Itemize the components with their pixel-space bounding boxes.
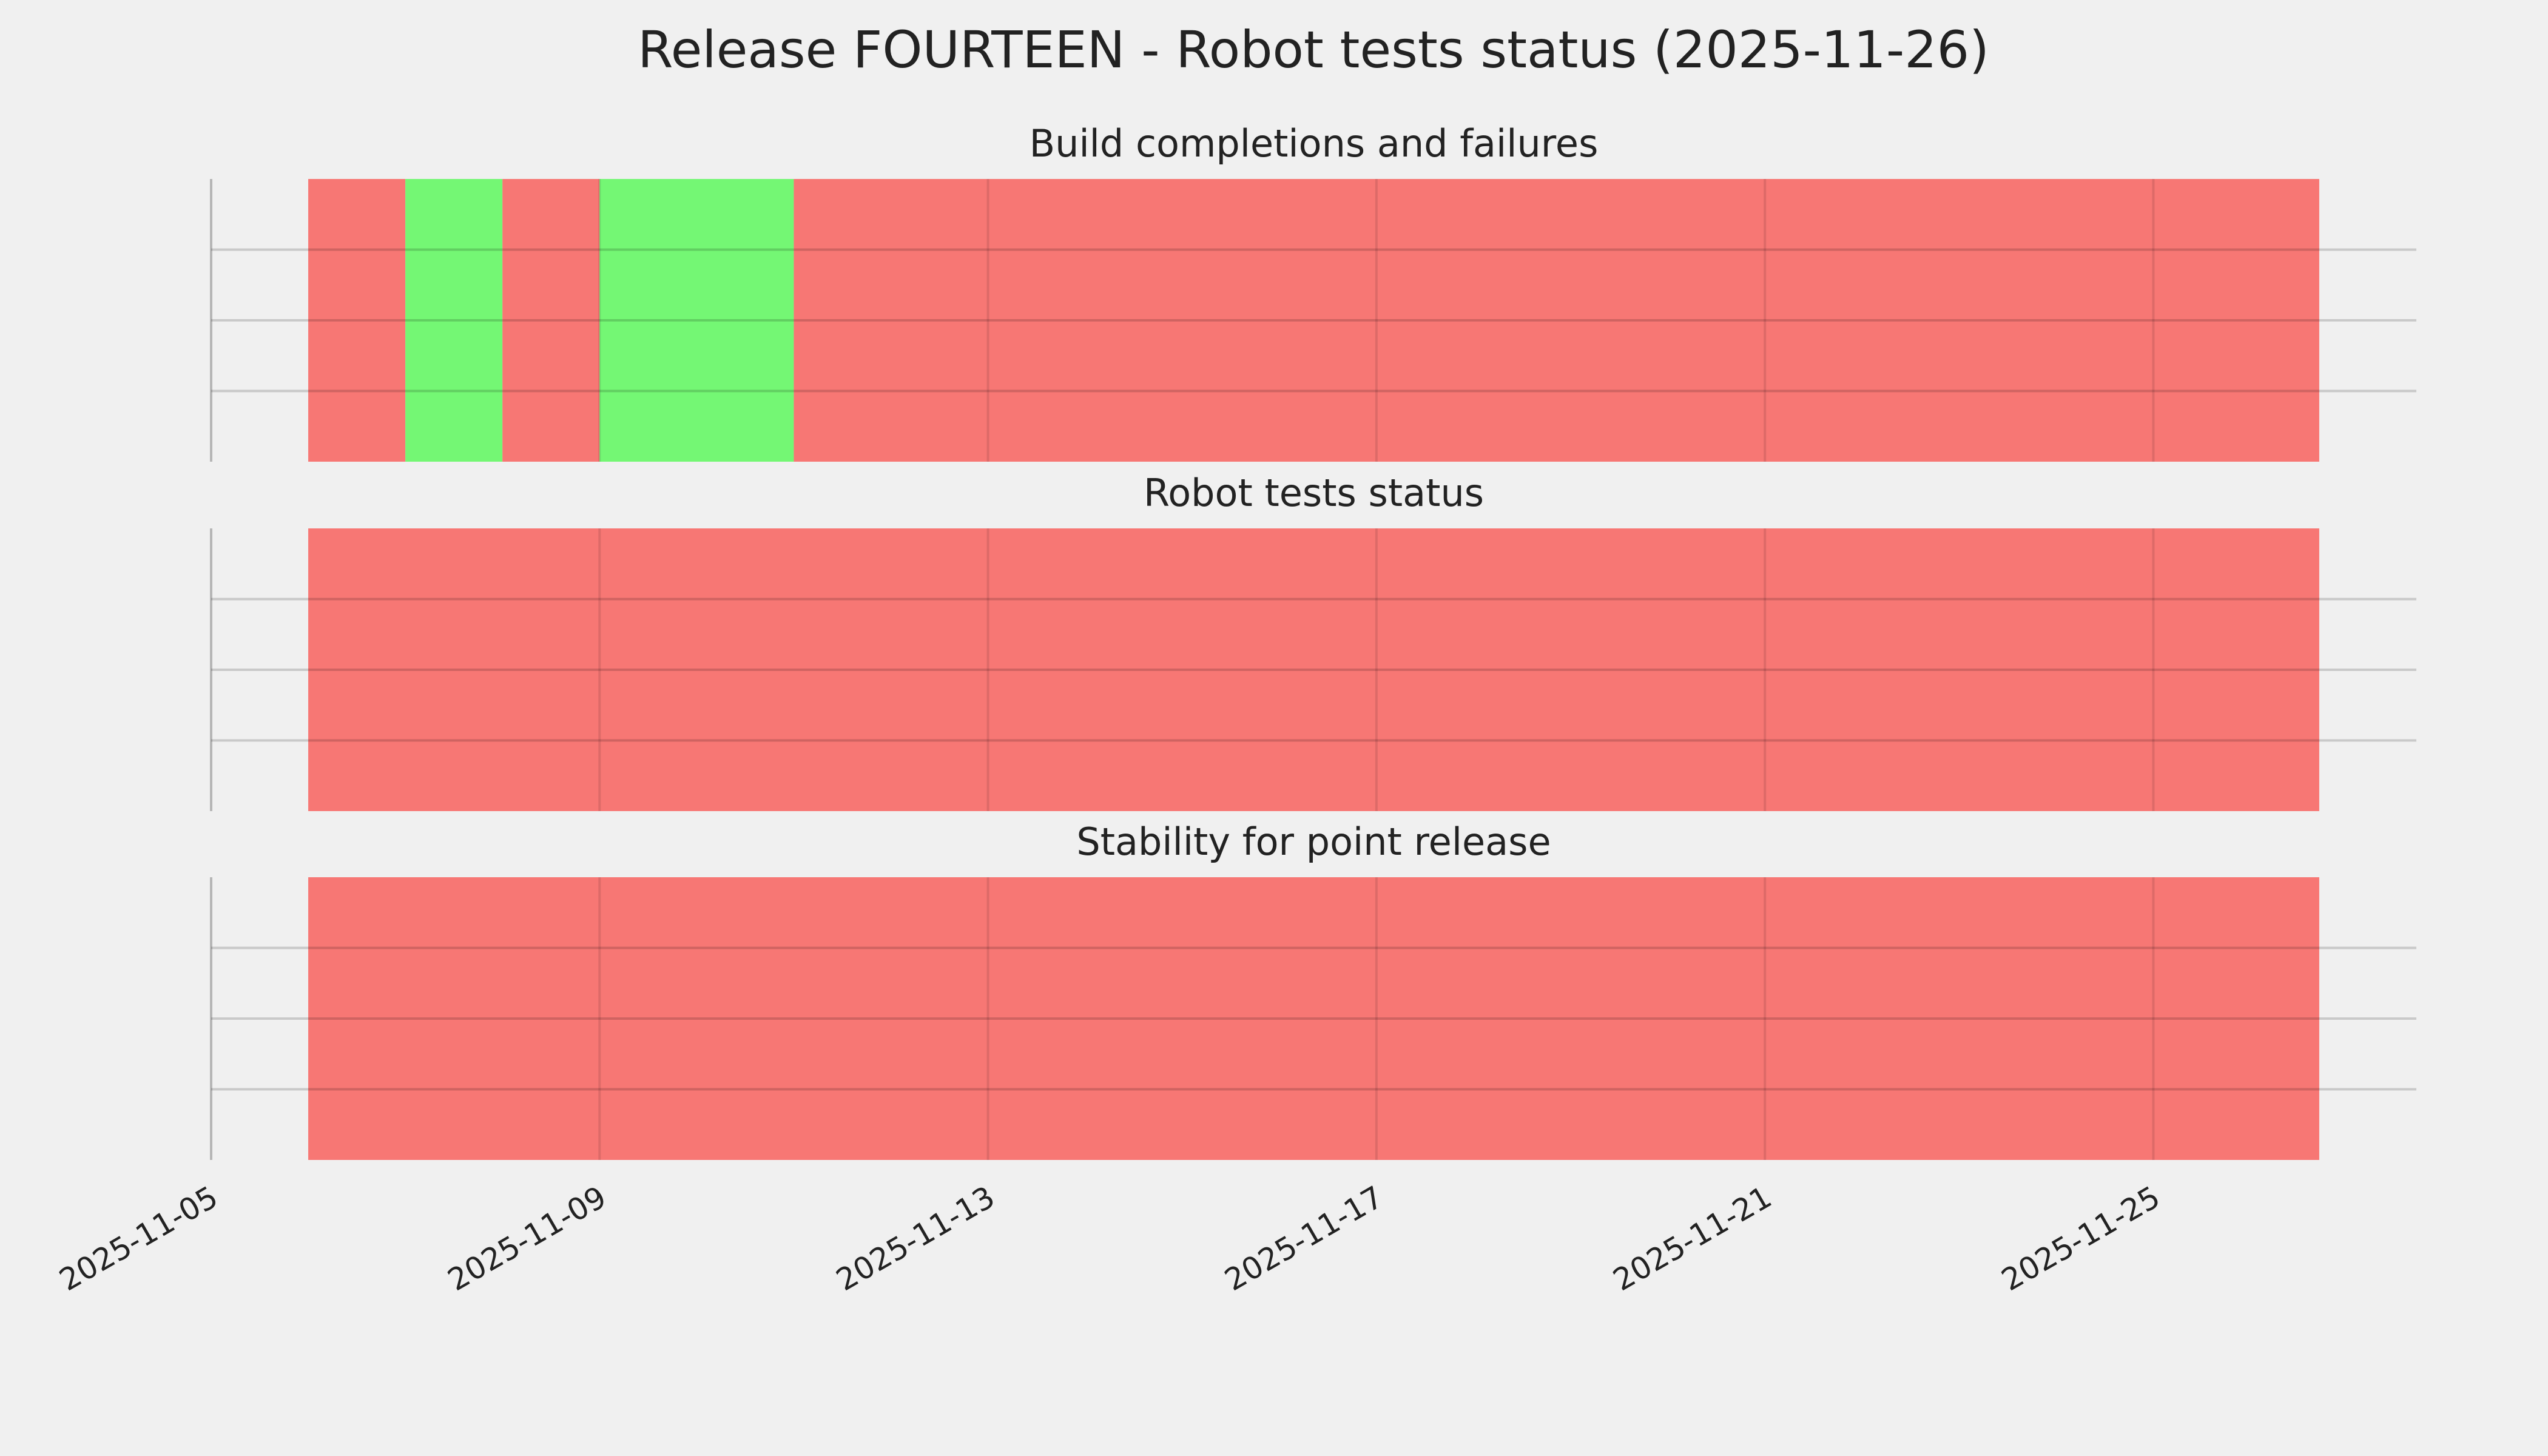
status-segment <box>308 179 406 462</box>
panel-title: Build completions and failures <box>1030 121 1599 166</box>
status-segment <box>502 179 600 462</box>
status-segment <box>599 179 794 462</box>
x-tick-label: 2025-11-13 <box>831 1179 1001 1298</box>
status-segment <box>308 877 2319 1160</box>
x-tick-label: 2025-11-25 <box>1996 1179 2166 1298</box>
figure-title: Release FOURTEEN - Robot tests status (2… <box>638 20 1989 79</box>
status-segment <box>405 179 503 462</box>
panel-title: Stability for point release <box>1076 820 1551 864</box>
status-segment <box>794 179 2319 462</box>
x-tick-label: 2025-11-21 <box>1607 1179 1778 1298</box>
panel-title: Robot tests status <box>1144 471 1484 515</box>
x-tick-label: 2025-11-17 <box>1219 1179 1389 1298</box>
x-tick-label: 2025-11-05 <box>53 1179 224 1298</box>
status-segment <box>308 528 2319 811</box>
x-tick-label: 2025-11-09 <box>442 1179 612 1298</box>
